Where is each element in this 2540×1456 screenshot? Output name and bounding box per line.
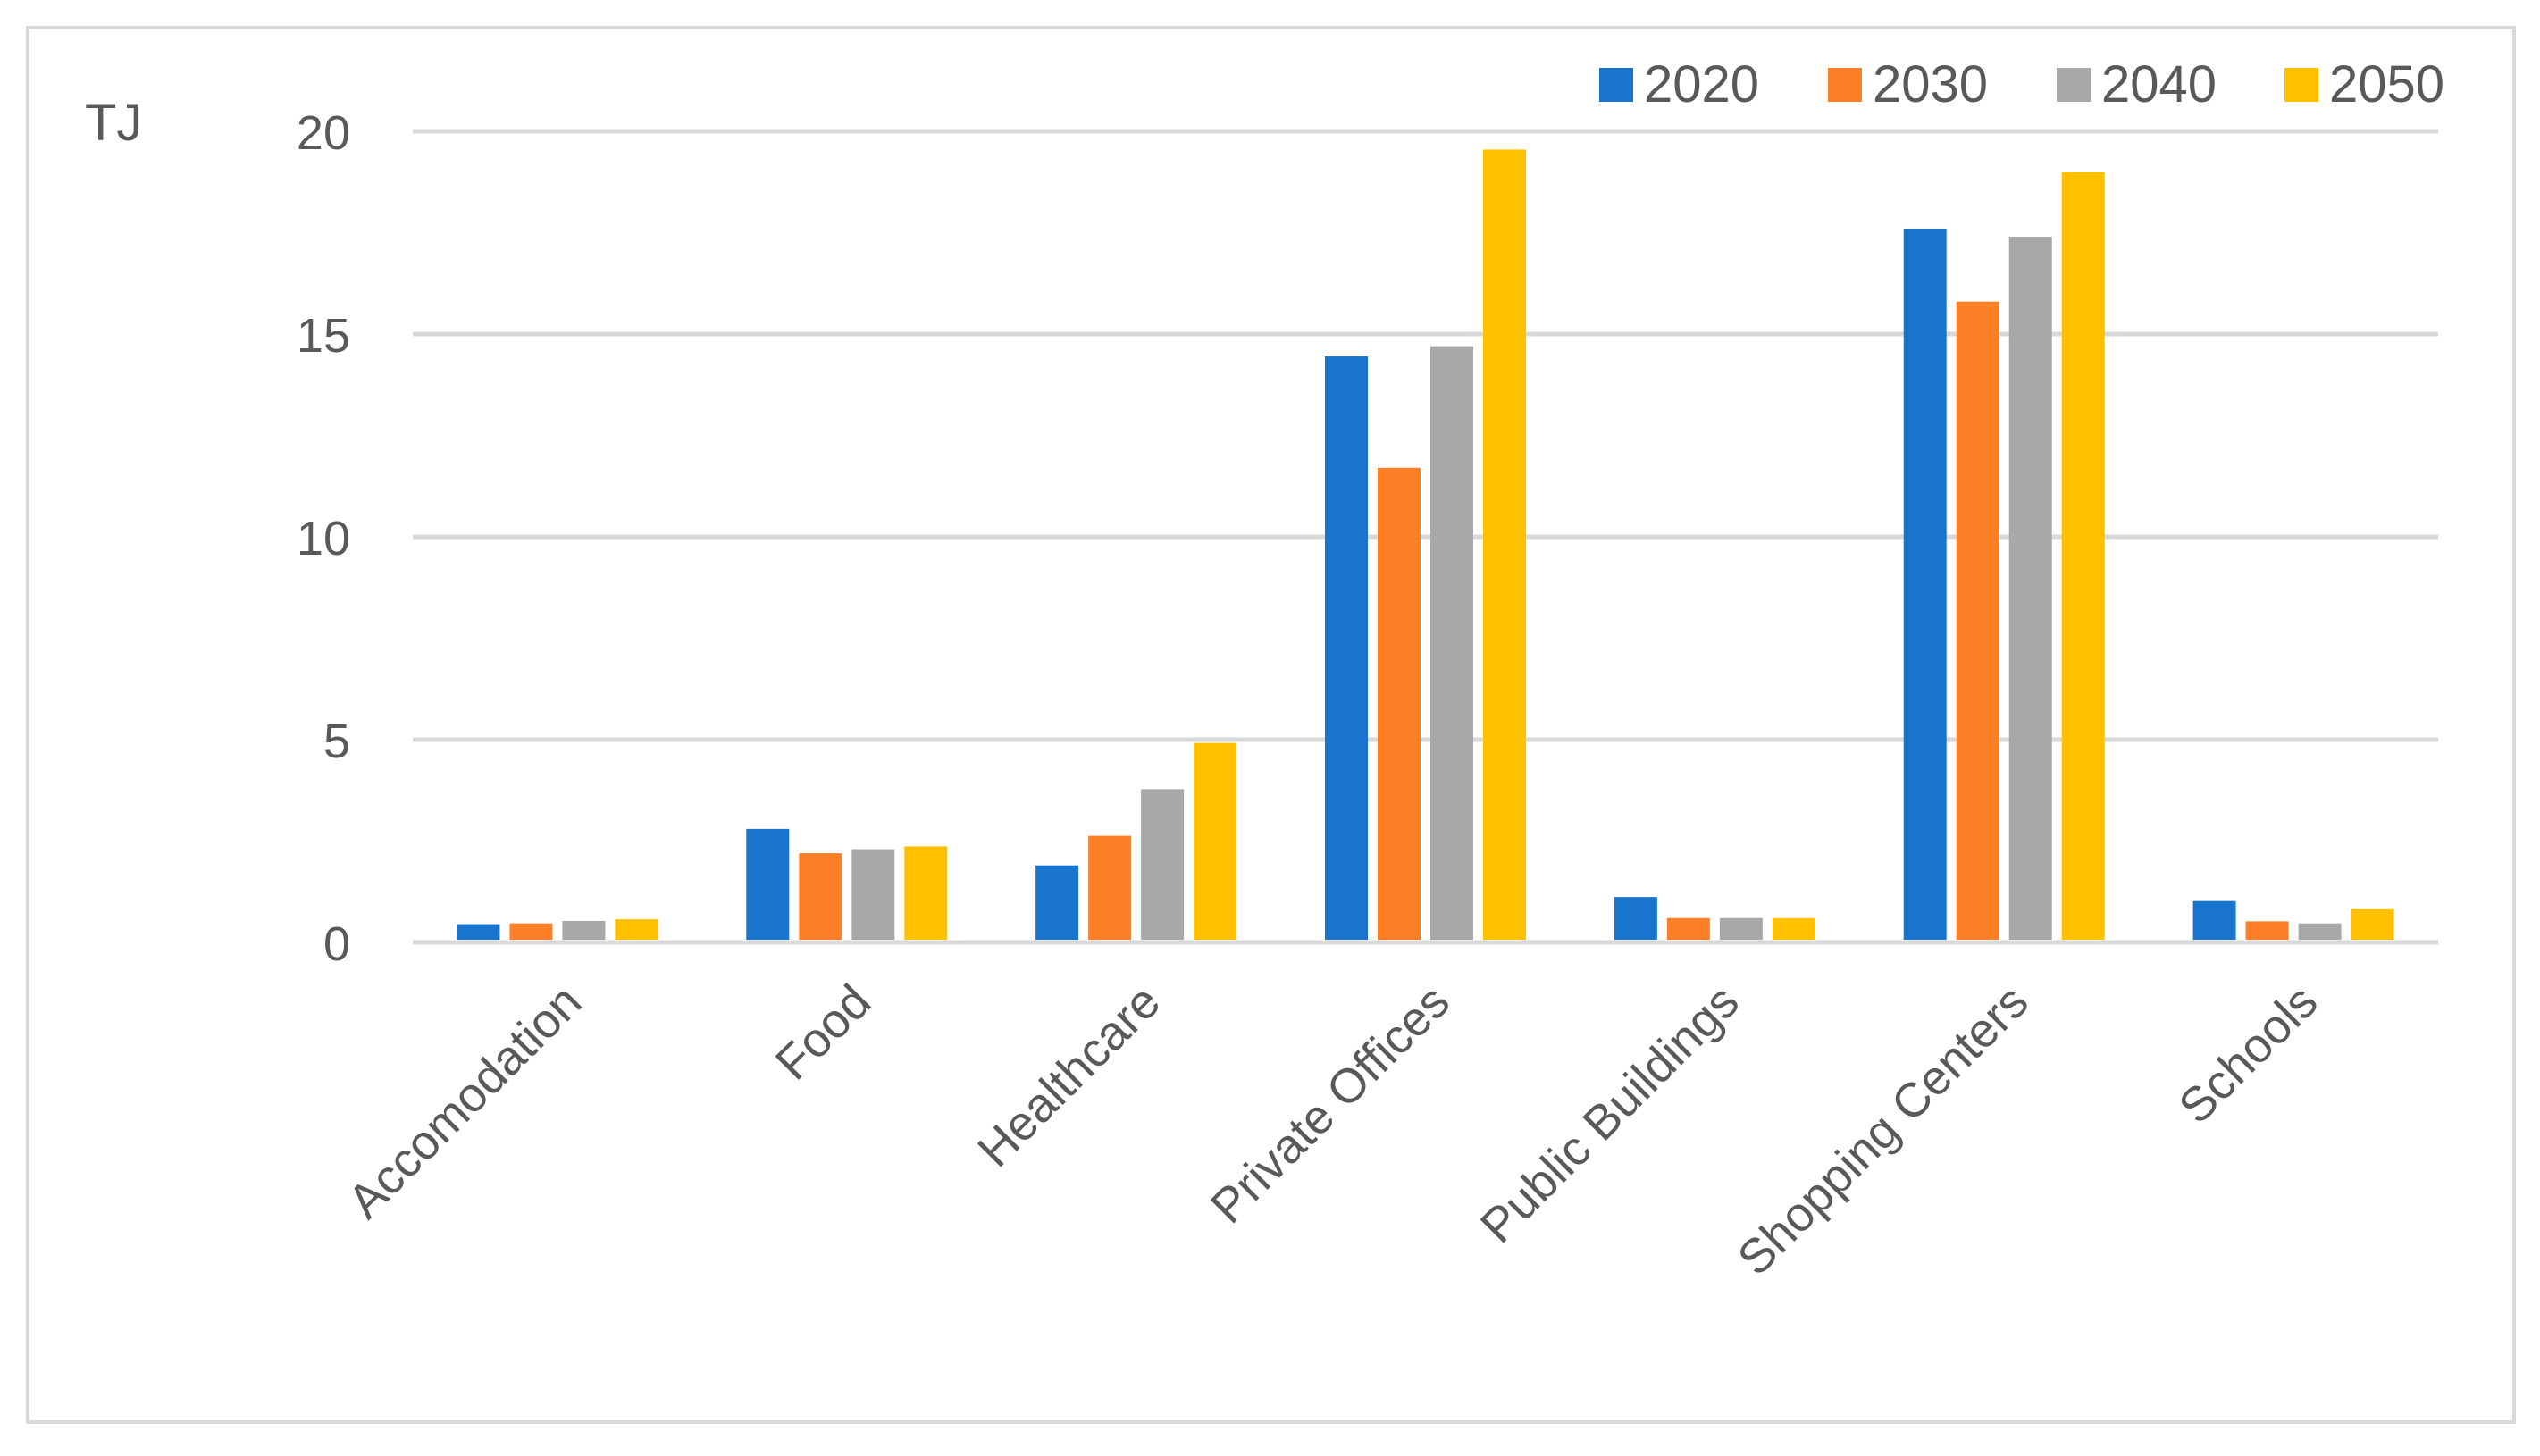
bar-2040 — [1430, 346, 1473, 940]
chart-border — [26, 26, 2516, 1424]
bar-2030 — [1956, 301, 1999, 940]
legend-swatch-2020 — [1599, 68, 1633, 102]
legend-swatch-2050 — [2284, 68, 2318, 102]
bar-2020 — [2192, 900, 2236, 940]
bar-2050 — [615, 919, 658, 940]
legend-label: 2030 — [1873, 55, 1988, 113]
bar-2040 — [562, 920, 606, 940]
bar-2050 — [1483, 149, 1526, 940]
bar-2020 — [1903, 228, 1947, 940]
y-tick-label: 20 — [297, 106, 350, 160]
bar-2020 — [1614, 897, 1657, 940]
legend-swatch-2030 — [1828, 68, 1862, 102]
y-tick-label: 15 — [297, 309, 350, 363]
bar-2020 — [1325, 356, 1368, 941]
bar-2050 — [2061, 172, 2105, 940]
legend-label: 2020 — [1644, 55, 1759, 113]
legend-label: 2040 — [2101, 55, 2217, 113]
bar-2020 — [1035, 865, 1079, 940]
y-axis-label: TJ — [85, 94, 142, 152]
y-tick-label: 10 — [297, 512, 350, 565]
bar-2030 — [509, 923, 553, 940]
legend-label: 2050 — [2329, 55, 2444, 113]
bar-2030 — [799, 853, 842, 940]
bar-2040 — [2008, 237, 2052, 940]
bar-2050 — [2351, 908, 2394, 940]
bar-2040 — [1719, 917, 1763, 940]
bar-2040 — [2298, 923, 2342, 940]
bar-2050 — [1772, 917, 1815, 940]
bar-2030 — [1088, 835, 1132, 940]
bar-2030 — [1378, 467, 1421, 940]
bar-2020 — [457, 924, 500, 940]
bar-2050 — [1194, 742, 1237, 940]
bar-2040 — [851, 849, 895, 940]
y-tick-label: 0 — [323, 917, 350, 971]
y-tick-label: 5 — [323, 715, 350, 768]
bar-2040 — [1141, 789, 1185, 940]
bar-2030 — [1666, 917, 1710, 940]
bar-2020 — [746, 828, 790, 940]
bar-2030 — [2245, 921, 2289, 940]
legend-swatch-2040 — [2057, 68, 2091, 102]
bar-2050 — [904, 846, 948, 940]
